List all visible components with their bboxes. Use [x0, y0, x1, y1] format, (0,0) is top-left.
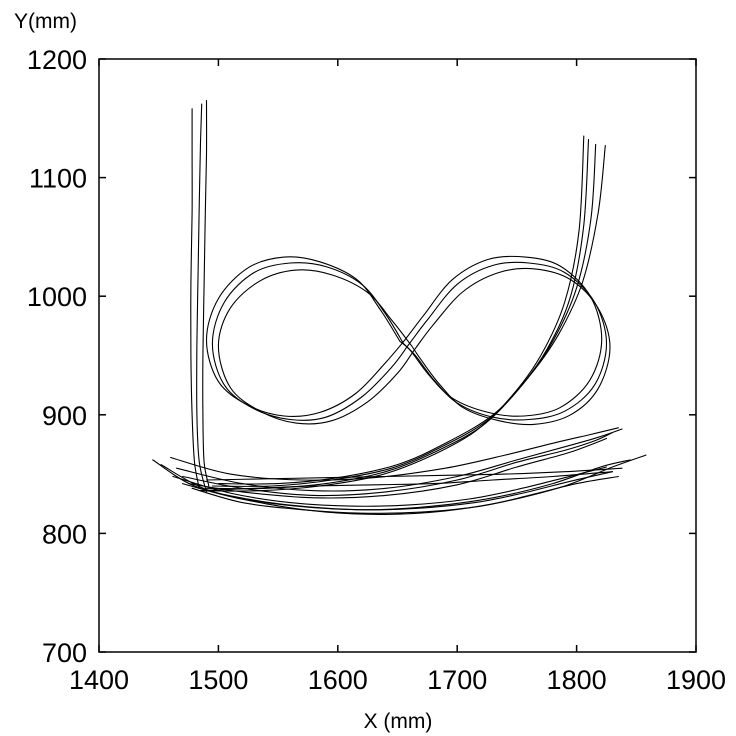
plot-frame: [98, 58, 697, 653]
x-tick-label-1800: 1800: [547, 665, 607, 695]
y-tick-label-1100: 1100: [29, 164, 87, 194]
y-tick-label-1000: 1000: [27, 282, 87, 312]
trajectory-line-15: [160, 454, 647, 515]
trajectory-lines: [152, 99, 647, 515]
trajectory-line-4: [211, 261, 608, 421]
trajectory-line-18: [205, 139, 590, 490]
x-tick-label-1600: 1600: [308, 665, 368, 695]
x-tick-label-1700: 1700: [427, 665, 487, 695]
axis-ticks: 1400 1500 1600 1700 1800 1900 700 800 900 1000 110…: [27, 45, 726, 695]
y-tick-label-1200: 1200: [27, 45, 87, 75]
trajectory-line-13: [172, 466, 608, 507]
trajectory-line-11: [191, 475, 619, 514]
x-tick-label-1400: 1400: [69, 665, 129, 695]
y-tick-label-800: 800: [42, 519, 87, 549]
trajectory-line-6: [205, 255, 603, 418]
x-tick-label-1500: 1500: [188, 665, 248, 695]
trajectory-line-3: [202, 99, 210, 487]
x-tick-label-1900: 1900: [666, 665, 726, 695]
trajectory-line-5: [217, 267, 611, 426]
trajectory-line-8: [176, 428, 623, 492]
trajectory-line-2: [190, 108, 200, 489]
trajectory-line-10: [170, 427, 619, 481]
trajectory-line-20: [199, 135, 585, 492]
trajectory-line-17: [205, 467, 623, 481]
trajectory-line-7: [182, 432, 613, 497]
y-tick-label-700: 700: [42, 638, 87, 668]
trajectory-line-21: [217, 145, 606, 485]
trajectory-line-9: [188, 437, 608, 499]
y-tick-label-900: 900: [42, 401, 87, 431]
y-axis-label: Y(mm): [14, 10, 77, 33]
trajectory-line-19: [211, 143, 597, 487]
trajectory-line-1: [196, 103, 208, 493]
x-axis-label: X (mm): [364, 710, 433, 733]
